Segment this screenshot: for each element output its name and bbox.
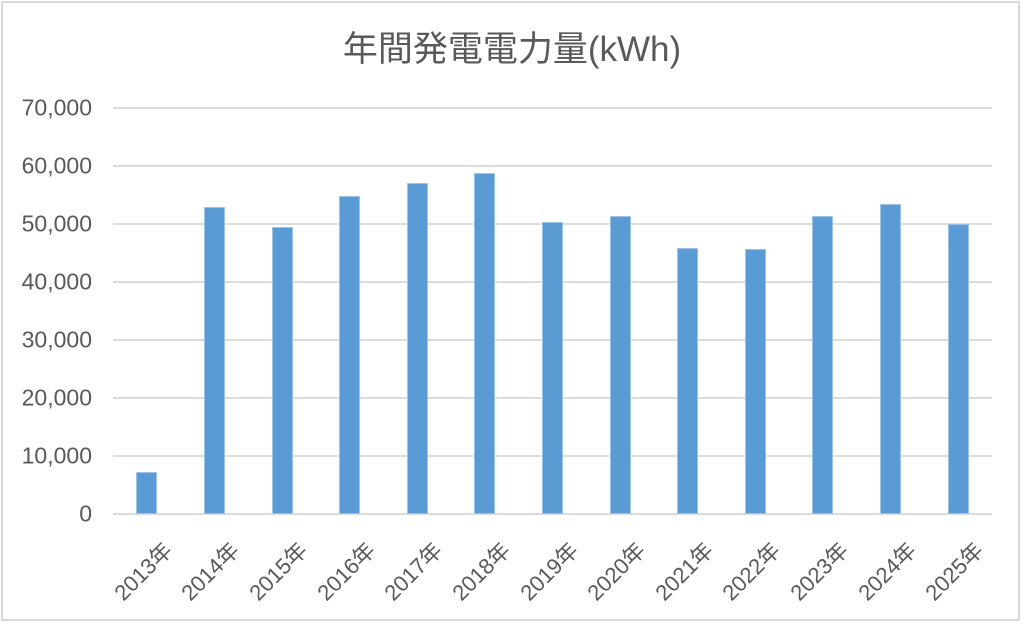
bar-2016	[339, 196, 361, 514]
bar-2018	[474, 172, 496, 514]
x-tick-2014: 2014年	[176, 537, 245, 606]
bar-2020	[609, 215, 631, 514]
x-tick-2020: 2020年	[582, 537, 651, 606]
bar-2025	[947, 224, 969, 514]
x-tick-2025: 2025年	[920, 537, 989, 606]
x-tick-2021: 2021年	[650, 537, 718, 606]
bar-2015	[271, 227, 293, 514]
bar-2013	[136, 472, 158, 514]
x-tick-2016: 2016年	[312, 537, 380, 606]
bar-2014	[203, 207, 225, 514]
y-tick-30000: 30,000	[21, 326, 92, 353]
x-tick-2023: 2023年	[785, 537, 854, 606]
y-tick-0: 0	[79, 500, 92, 527]
x-tick-2013: 2013年	[109, 537, 178, 606]
y-tick-50000: 50,000	[21, 210, 92, 237]
y-tick-60000: 60,000	[21, 152, 92, 179]
bar-2017	[406, 182, 428, 514]
gridline-0	[113, 513, 992, 515]
bar-2019	[542, 221, 563, 514]
bar-2022	[744, 248, 766, 514]
y-tick-20000: 20,000	[21, 384, 92, 411]
x-tick-2024: 2024年	[852, 537, 921, 606]
bar-2024	[880, 204, 902, 514]
x-tick-2018: 2018年	[447, 537, 516, 606]
gridline-70000	[113, 107, 992, 109]
y-tick-70000: 70,000	[21, 94, 92, 121]
x-tick-2015: 2015年	[244, 537, 313, 606]
chart-title: 年間発電電力量(kWh)	[342, 30, 682, 69]
y-tick-40000: 40,000	[21, 268, 92, 295]
plot-area	[113, 107, 992, 515]
y-tick-10000: 10,000	[21, 442, 92, 469]
gridline-60000	[113, 165, 992, 167]
x-tick-2022: 2022年	[717, 537, 786, 606]
bar-2021	[677, 248, 699, 514]
x-tick-2019: 2019年	[514, 537, 583, 606]
x-tick-2017: 2017年	[379, 537, 448, 606]
bar-2023	[812, 215, 834, 514]
